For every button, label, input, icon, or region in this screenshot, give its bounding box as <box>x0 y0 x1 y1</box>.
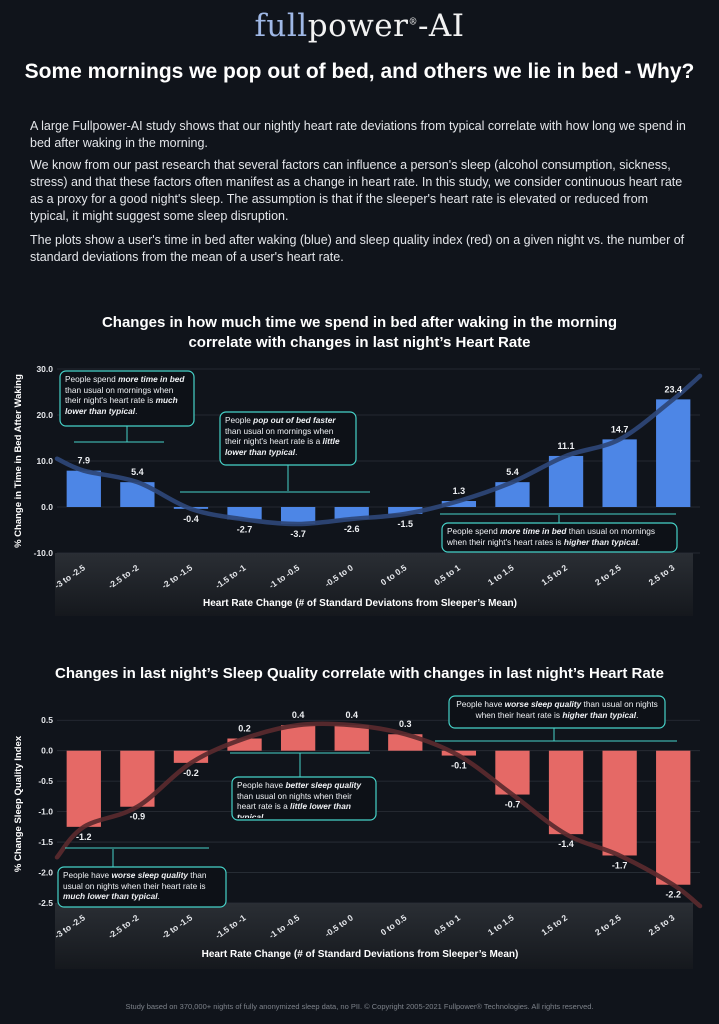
chart1-data-label: -2.7 <box>237 524 253 534</box>
intro-paragraph-3: The plots show a user's time in bed afte… <box>30 233 685 264</box>
chart1-bar <box>602 439 637 507</box>
chart2-y-tick-label: -2.5 <box>38 898 53 908</box>
chart2-data-label: 0.4 <box>345 710 358 720</box>
chart1-y-tick-label: 20.0 <box>36 410 53 420</box>
chart1-x-axis-title: Heart Rate Change (# of Standard Deviato… <box>203 598 517 609</box>
chart2-data-label: -0.9 <box>130 812 146 822</box>
chart1-data-label: 5.4 <box>506 467 519 477</box>
chart2-bar <box>334 725 369 751</box>
chart1-data-label: 1.3 <box>453 486 466 496</box>
chart1-title: Changes in how much time we spend in bed… <box>0 313 719 353</box>
chart1-data-label: -1.5 <box>398 519 414 529</box>
chart1-data-label: -3.7 <box>290 529 306 539</box>
chart1-bar <box>388 507 423 514</box>
logo-power: power <box>307 8 409 44</box>
chart1-y-tick-label: -10.0 <box>34 548 54 558</box>
chart1-data-label: 5.4 <box>131 467 144 477</box>
chart2-data-label: -0.7 <box>505 800 521 810</box>
chart1-callout-box <box>59 370 195 427</box>
chart1-data-label: 23.4 <box>664 384 682 394</box>
chart2-xlabel-band <box>55 903 693 969</box>
chart2-bar <box>656 750 691 885</box>
chart1-trend-curve <box>54 373 703 527</box>
intro-paragraph-2: We know from our past research that seve… <box>30 158 683 223</box>
chart2-data-label: -0.2 <box>183 768 199 778</box>
logo-ai: -AI <box>417 8 465 44</box>
chart2-data-label: 0.2 <box>238 724 251 734</box>
chart1-callout-text: People spend more time in bed than usual… <box>447 526 656 547</box>
intro-paragraph-1: A large Fullpower-AI study shows that ou… <box>30 119 686 150</box>
chart1-data-label: -2.6 <box>344 524 360 534</box>
chart2-data-label: 0.4 <box>292 710 305 720</box>
chart2-data-label: -2.2 <box>665 890 681 900</box>
sleep-quality-chart: 0.5 0.0 -0.5 -1.0 -1.5 -2.0 -2.5 -1.2 -0.9 -0.2 0.… <box>13 695 703 969</box>
chart2-data-label: -0.1 <box>451 761 467 771</box>
chart2-bar <box>280 725 316 751</box>
chart1-bar <box>548 455 584 507</box>
chart2-y-tick-label: -1.0 <box>38 807 53 817</box>
chart1-data-label: 14.7 <box>611 424 629 434</box>
chart2-callout-box <box>231 776 377 821</box>
chart2-y-axis-title: % Change Sleep Quality Index <box>13 735 24 872</box>
chart1-y-axis-title: % Change in Time in Bed After Waking <box>13 374 24 548</box>
chart2-callout-connector <box>435 728 677 742</box>
chart1-callout-text-wrap: People pop out of bed faster than usual … <box>225 415 340 457</box>
logo: fullpower®-AI <box>0 8 719 44</box>
chart1-data-label: -0.4 <box>183 514 199 524</box>
chart1-callout-box <box>441 522 678 553</box>
chart2-y-tick-label: -2.0 <box>38 868 53 878</box>
chart1-callout-text-wrap: People spend more time in bed than usual… <box>65 374 185 416</box>
chart1-callout-box <box>219 411 357 466</box>
chart1-callout-text-wrap: People spend more time in bed than usual… <box>447 526 656 547</box>
chart1-callout-connector <box>440 513 676 523</box>
chart1-bar <box>441 501 477 507</box>
logo-reg: ® <box>408 17 418 28</box>
chart2-title: Changes in last night’s Sleep Quality co… <box>54 665 665 682</box>
chart1-data-label: 7.9 <box>78 456 91 466</box>
chart1-xlabel-band <box>55 553 693 616</box>
chart2-callout-box <box>448 695 666 729</box>
chart2-callout-text-wrap: People have worse sleep quality than usu… <box>456 699 658 720</box>
chart2-callout-text-wrap: People have worse sleep quality than usu… <box>63 870 207 901</box>
chart2-y-tick-label: -0.5 <box>38 776 53 786</box>
chart2-callout-box <box>57 866 227 908</box>
chart1-bar <box>66 470 101 507</box>
chart2-data-label: -1.4 <box>558 839 574 849</box>
chart2-callout-connector <box>230 752 370 777</box>
chart2-trend-curve <box>54 721 703 909</box>
chart1-bar <box>656 399 691 507</box>
headline: Some mornings we pop out of bed, and oth… <box>24 60 695 83</box>
chart2-y-tick-label: -1.5 <box>38 837 53 847</box>
chart2-data-label: -1.2 <box>76 832 92 842</box>
chart2-y-tick-label: 0.0 <box>41 746 53 756</box>
chart2-data-label: 0.3 <box>399 719 412 729</box>
chart2-y-tick-label: 0.5 <box>41 715 53 725</box>
chart1-title-line2: correlate with changes in last night’s H… <box>188 334 531 351</box>
chart2-callout-text: People have better sleep quality than us… <box>237 780 362 818</box>
chart1-y-tick-label: 30.0 <box>36 364 53 374</box>
chart2-data-label: -1.7 <box>612 860 628 870</box>
chart2-bar <box>602 750 637 856</box>
footer: Study based on 370,000+ nights of fully … <box>125 1002 594 1011</box>
chart2-callout-text: People have worse sleep quality than usu… <box>63 870 207 901</box>
chart1-y-tick-label: 0.0 <box>41 502 53 512</box>
chart1-bar <box>334 507 369 519</box>
chart2-bar <box>548 750 584 835</box>
chart2-x-axis-title: Heart Rate Change (# of Standard Deviati… <box>202 949 519 960</box>
logo-full: full <box>254 8 308 44</box>
chart2-callout-connector <box>65 847 209 867</box>
time-in-bed-chart: 30.0 20.0 10.0 0.0 -10.0 7.9 5.4 -0.4 -2.7 -3.7 -2… <box>13 364 703 616</box>
chart1-y-tick-label: 10.0 <box>36 456 53 466</box>
chart1-callout-connector <box>180 465 370 493</box>
chart2-callout-text-wrap: People have better sleep quality than us… <box>237 780 362 818</box>
chart2-bar <box>66 750 101 827</box>
chart1-bar <box>280 507 316 525</box>
chart1-title-line1: Changes in how much time we spend in bed… <box>101 314 618 331</box>
chart1-callout-text: People pop out of bed faster than usual … <box>225 415 340 457</box>
chart1-callout-text: People spend more time in bed than usual… <box>65 374 185 416</box>
chart1-callout-connector <box>74 426 164 443</box>
chart2-callout-text: People have worse sleep quality than usu… <box>456 699 658 720</box>
chart1-data-label: 11.1 <box>558 441 575 451</box>
